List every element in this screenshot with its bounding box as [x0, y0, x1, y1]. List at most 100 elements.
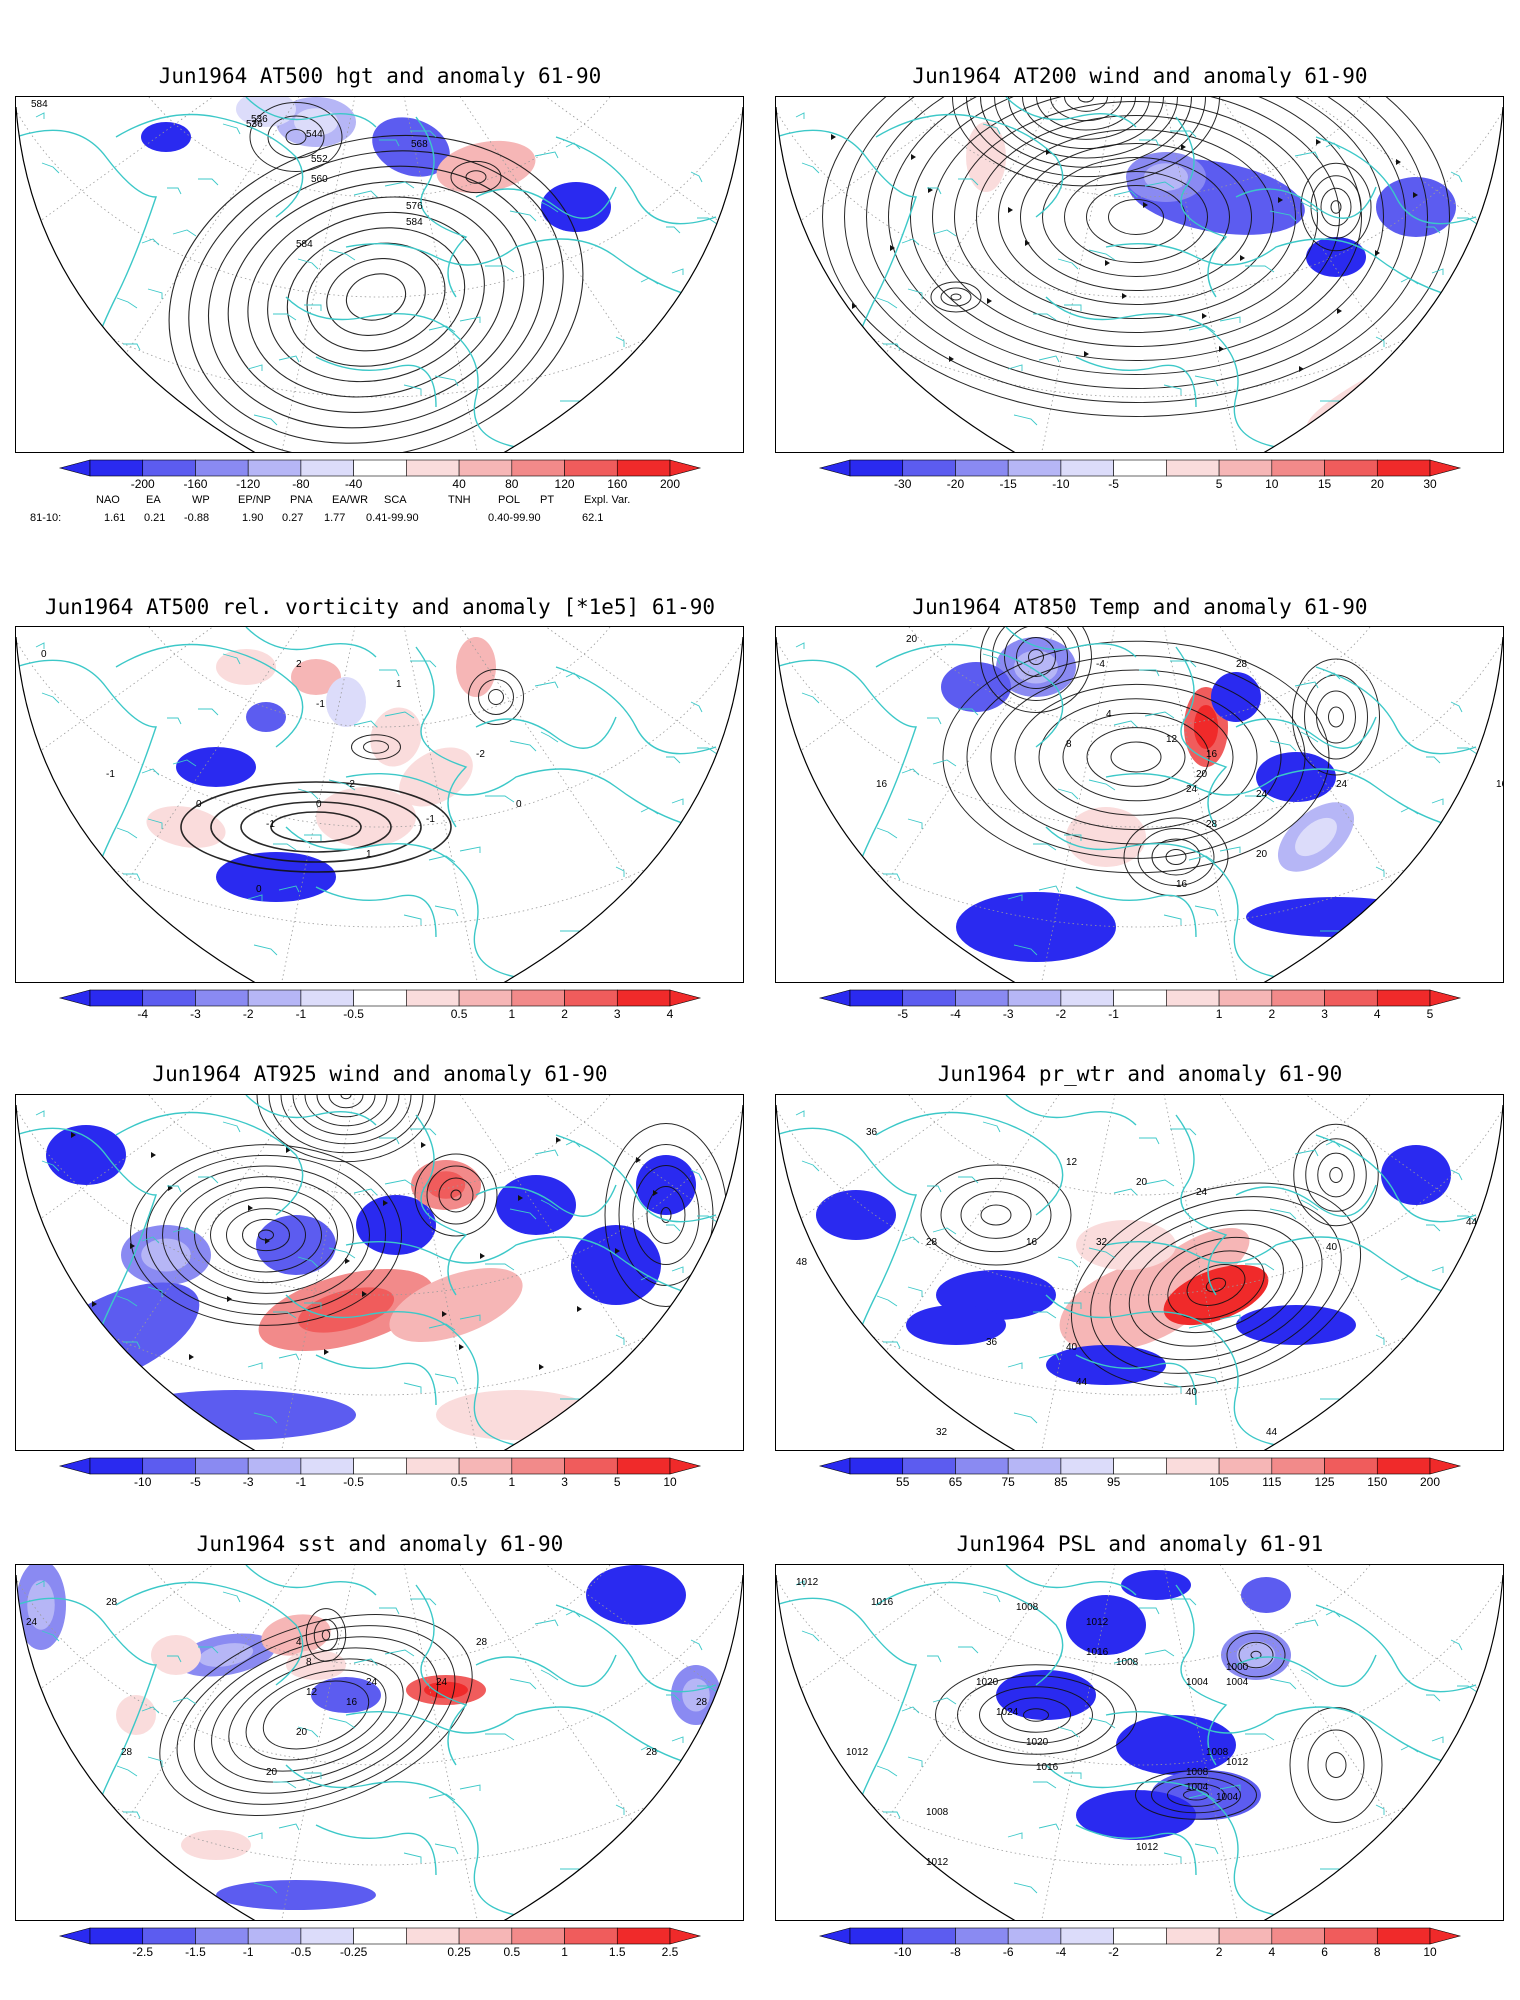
contour-label: 584 — [296, 239, 313, 250]
colorbar-tick-label: -30 — [894, 477, 912, 491]
colorbar: -2.5 -1.5 -1 -0.5 -0.25 0.25 0.5 1 1.5 2.5 — [58, 1927, 702, 1959]
colorbar-swatch — [511, 989, 565, 1007]
colorbar-canvas: -30 -20 -15 -10 -5 5 10 15 20 30 — [818, 459, 1462, 491]
colorbar-swatch — [1271, 1457, 1325, 1475]
colorbar-arrow-left — [58, 1457, 91, 1475]
contour-label: 1012 — [1226, 1757, 1249, 1768]
contour-label: 1024 — [996, 1707, 1019, 1718]
teleconnection-indices: NAO EA WP EP/NP PNA EA/WR SCA TNH POL PT… — [20, 494, 760, 530]
colorbar-swatch — [195, 1457, 249, 1475]
map-at500-hgt: 584 536 544 552 560 568 576 584 584 536 — [15, 96, 744, 453]
colorbar-swatch — [902, 989, 956, 1007]
colorbar-tick-label: -1 — [1108, 1007, 1119, 1021]
contour-label: 560 — [311, 174, 328, 185]
contour-label: 4 — [296, 1637, 302, 1648]
colorbar-tick-label: -3 — [243, 1475, 254, 1489]
negative-anomaly-area — [246, 702, 286, 732]
contour-label: -1 — [316, 699, 325, 710]
colorbar-arrow-left — [818, 1927, 851, 1945]
negative-anomaly-area — [176, 747, 256, 787]
contour-label: 36 — [866, 1127, 878, 1138]
colorbar-swatch — [1376, 1927, 1431, 1945]
colorbar-tick-label: 80 — [505, 477, 519, 491]
panel-title: Jun1964 AT500 rel. vorticity and anomaly… — [44, 595, 716, 619]
contour-lines — [180, 669, 524, 873]
contour-label: 20 — [266, 1767, 278, 1778]
contour-label: 28 — [1206, 819, 1218, 830]
colorbar-tick-label: 0.5 — [503, 1945, 520, 1959]
colorbar-tick-label: -200 — [131, 477, 155, 491]
colorbar-swatch — [1166, 459, 1220, 477]
contour-label: -1 — [266, 819, 275, 830]
negative-anomaly-area — [1256, 752, 1336, 802]
colorbar-tick-label: 6 — [1321, 1945, 1328, 1959]
colorbar-swatch — [89, 989, 144, 1007]
indices-value-sca: 0.41-99.90 — [366, 512, 419, 524]
indices-value-pol: 0.40-99.90 — [488, 512, 541, 524]
colorbar-tick-label: 3 — [614, 1007, 621, 1021]
colorbar-arrow-left — [58, 1927, 91, 1945]
contour-lines — [130, 1095, 728, 1326]
colorbar-swatch — [1113, 459, 1167, 477]
positive-anomaly-area — [181, 1830, 251, 1860]
colorbar-tick-label: -80 — [292, 477, 310, 491]
colorbar-canvas: -2.5 -1.5 -1 -0.5 -0.25 0.25 0.5 1 1.5 2.5 — [58, 1927, 702, 1959]
positive-anomaly-area — [1306, 322, 1503, 432]
colorbar-swatch — [353, 989, 407, 1007]
colorbar-tick-label: 120 — [555, 477, 575, 491]
colorbar-arrow-right — [1429, 1927, 1462, 1945]
contour-label: 12 — [1066, 1157, 1078, 1168]
colorbar-swatch — [1060, 1457, 1114, 1475]
contour-label: 2 — [296, 659, 302, 670]
colorbar-tick-label: 200 — [660, 477, 680, 491]
colorbar-tick-label: -120 — [236, 477, 260, 491]
colorbar-swatch — [1060, 1927, 1114, 1945]
colorbar-tick-label: -2.5 — [132, 1945, 153, 1959]
negative-anomaly-area — [571, 1225, 661, 1305]
colorbar: -5 -4 -3 -2 -1 1 2 3 4 5 — [818, 989, 1462, 1021]
indices-header-eawr: EA/WR — [332, 494, 369, 506]
colorbar-tick-label: 20 — [1371, 477, 1385, 491]
indices-header-sca: SCA — [384, 494, 407, 506]
contour-label: 8 — [306, 1657, 312, 1668]
colorbar-tick-label: 2.5 — [662, 1945, 679, 1959]
contour-label: 28 — [476, 1637, 488, 1648]
contour-label: 24 — [1336, 779, 1348, 790]
contour-label: 44 — [1466, 1217, 1478, 1228]
coastlines — [16, 97, 717, 448]
indices-header-nao: NAO — [96, 494, 120, 506]
contour-label: 24 — [1256, 789, 1268, 800]
colorbar-tick-label: 0.5 — [451, 1007, 468, 1021]
panel-at850-temp: Jun1964 AT850 Temp and anomaly 61-90 20 -… — [760, 540, 1520, 1021]
colorbar: -4 -3 -2 -1 -0.5 0.5 1 2 3 4 — [58, 989, 702, 1021]
contour-label: 28 — [106, 1597, 118, 1608]
colorbar-tick-label: 65 — [949, 1475, 963, 1489]
colorbar-swatch — [1271, 459, 1325, 477]
contour-label: -4 — [1096, 659, 1105, 670]
contour-label: 20 — [1256, 849, 1268, 860]
colorbar-swatch — [406, 1457, 460, 1475]
colorbar-tick-label: 10 — [663, 1475, 677, 1489]
colorbar-swatch — [849, 459, 904, 477]
colorbar-tick-label: -2 — [1056, 1007, 1067, 1021]
colorbar-swatch — [1271, 1927, 1325, 1945]
contour-label: 1004 — [1216, 1792, 1239, 1803]
negative-anomaly-area — [372, 117, 450, 177]
negative-anomaly-area — [1116, 1715, 1236, 1775]
colorbar-swatch — [300, 989, 354, 1007]
contour-label: 24 — [26, 1617, 38, 1628]
colorbar-swatch — [195, 989, 249, 1007]
map-canvas — [776, 97, 1503, 452]
contour-label: 1000 — [1226, 1662, 1249, 1673]
contour-label: 40 — [1326, 1242, 1338, 1253]
colorbar-swatch — [1218, 989, 1273, 1007]
colorbar-swatch — [1324, 1927, 1378, 1945]
contour-label: 16 — [876, 779, 888, 790]
colorbar-tick-label: 2 — [1268, 1007, 1275, 1021]
negative-anomaly-area — [586, 1565, 686, 1625]
colorbar-canvas: 55 65 75 85 95 105 115 125 150 200 — [818, 1457, 1462, 1489]
contour-label: 32 — [936, 1427, 948, 1438]
indices-header-explvar: Expl. Var. — [584, 494, 631, 506]
colorbar-tick-label: -10 — [894, 1945, 912, 1959]
contour-label: 16 — [346, 1697, 358, 1708]
